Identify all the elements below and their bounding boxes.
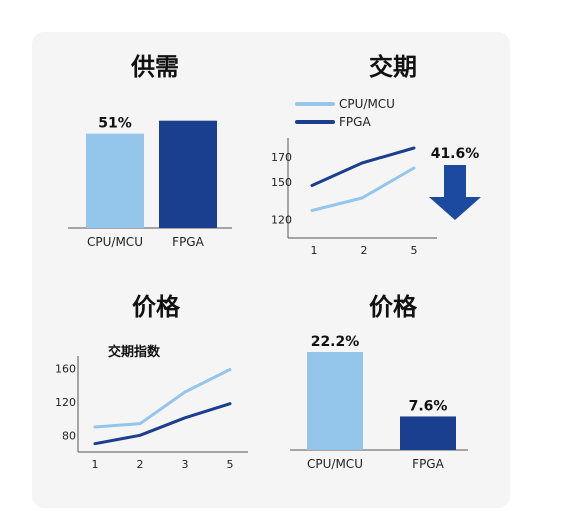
x-tick-1: 1 — [311, 244, 318, 257]
price-line-chart: 交期指数 80 120 160 1 2 3 5 — [55, 344, 248, 471]
x-tick-5: 5 — [411, 244, 418, 257]
category-label-fpga: FPGA — [412, 457, 444, 471]
data-label-fpga: 7.6% — [409, 398, 448, 414]
price-line-subtitle: 交期指数 — [108, 344, 161, 360]
y-tick-120: 120 — [271, 213, 292, 226]
series-line-fpga — [310, 146, 416, 187]
legend-label-cpu: CPU/MCU — [339, 97, 395, 111]
series-line-cpu-mcu — [93, 368, 232, 429]
bar-fpga — [400, 416, 456, 450]
down-arrow-icon — [429, 165, 481, 220]
x-tick-2: 2 — [361, 244, 368, 257]
series-line-fpga — [93, 402, 232, 446]
data-label-cpu-mcu: 51% — [98, 116, 132, 132]
lead-legend: CPU/MCU FPGA — [295, 97, 395, 129]
y-tick-150: 150 — [271, 176, 292, 189]
lead-time-title: 交期 — [369, 53, 417, 81]
y-tick-160: 160 — [55, 363, 76, 376]
lead-time-line-chart: CPU/MCU FPGA 41.6% 120 150 170 1 2 5 — [271, 97, 481, 257]
x-tick-5: 5 — [227, 458, 234, 471]
data-label-cpu-mcu: 22.2% — [311, 334, 360, 350]
category-label-cpu-mcu: CPU/MCU — [307, 457, 363, 471]
supply-bar-chart: CPU/MCU 51% FPGA — [68, 116, 232, 249]
price-bar-chart: CPU/MCU 22.2% FPGA 7.6% — [290, 334, 468, 471]
category-label-fpga: FPGA — [172, 235, 204, 249]
series-line-cpu-mcu — [310, 166, 416, 212]
category-label-cpu-mcu: CPU/MCU — [87, 235, 143, 249]
bar-fpga — [159, 120, 217, 228]
x-tick-3: 3 — [182, 458, 189, 471]
bar-cpu-mcu — [307, 352, 363, 450]
y-tick-170: 170 — [271, 151, 292, 164]
lead-change-label: 41.6% — [431, 146, 480, 162]
x-tick-2: 2 — [137, 458, 144, 471]
x-tick-1: 1 — [92, 458, 99, 471]
y-tick-120: 120 — [55, 396, 76, 409]
price-line-title: 价格 — [132, 293, 180, 321]
supply-title: 供需 — [131, 53, 179, 81]
y-tick-80: 80 — [62, 429, 76, 442]
legend-label-fpga: FPGA — [339, 115, 371, 129]
bar-cpu-mcu — [86, 133, 144, 228]
price-bar-title: 价格 — [369, 293, 417, 321]
